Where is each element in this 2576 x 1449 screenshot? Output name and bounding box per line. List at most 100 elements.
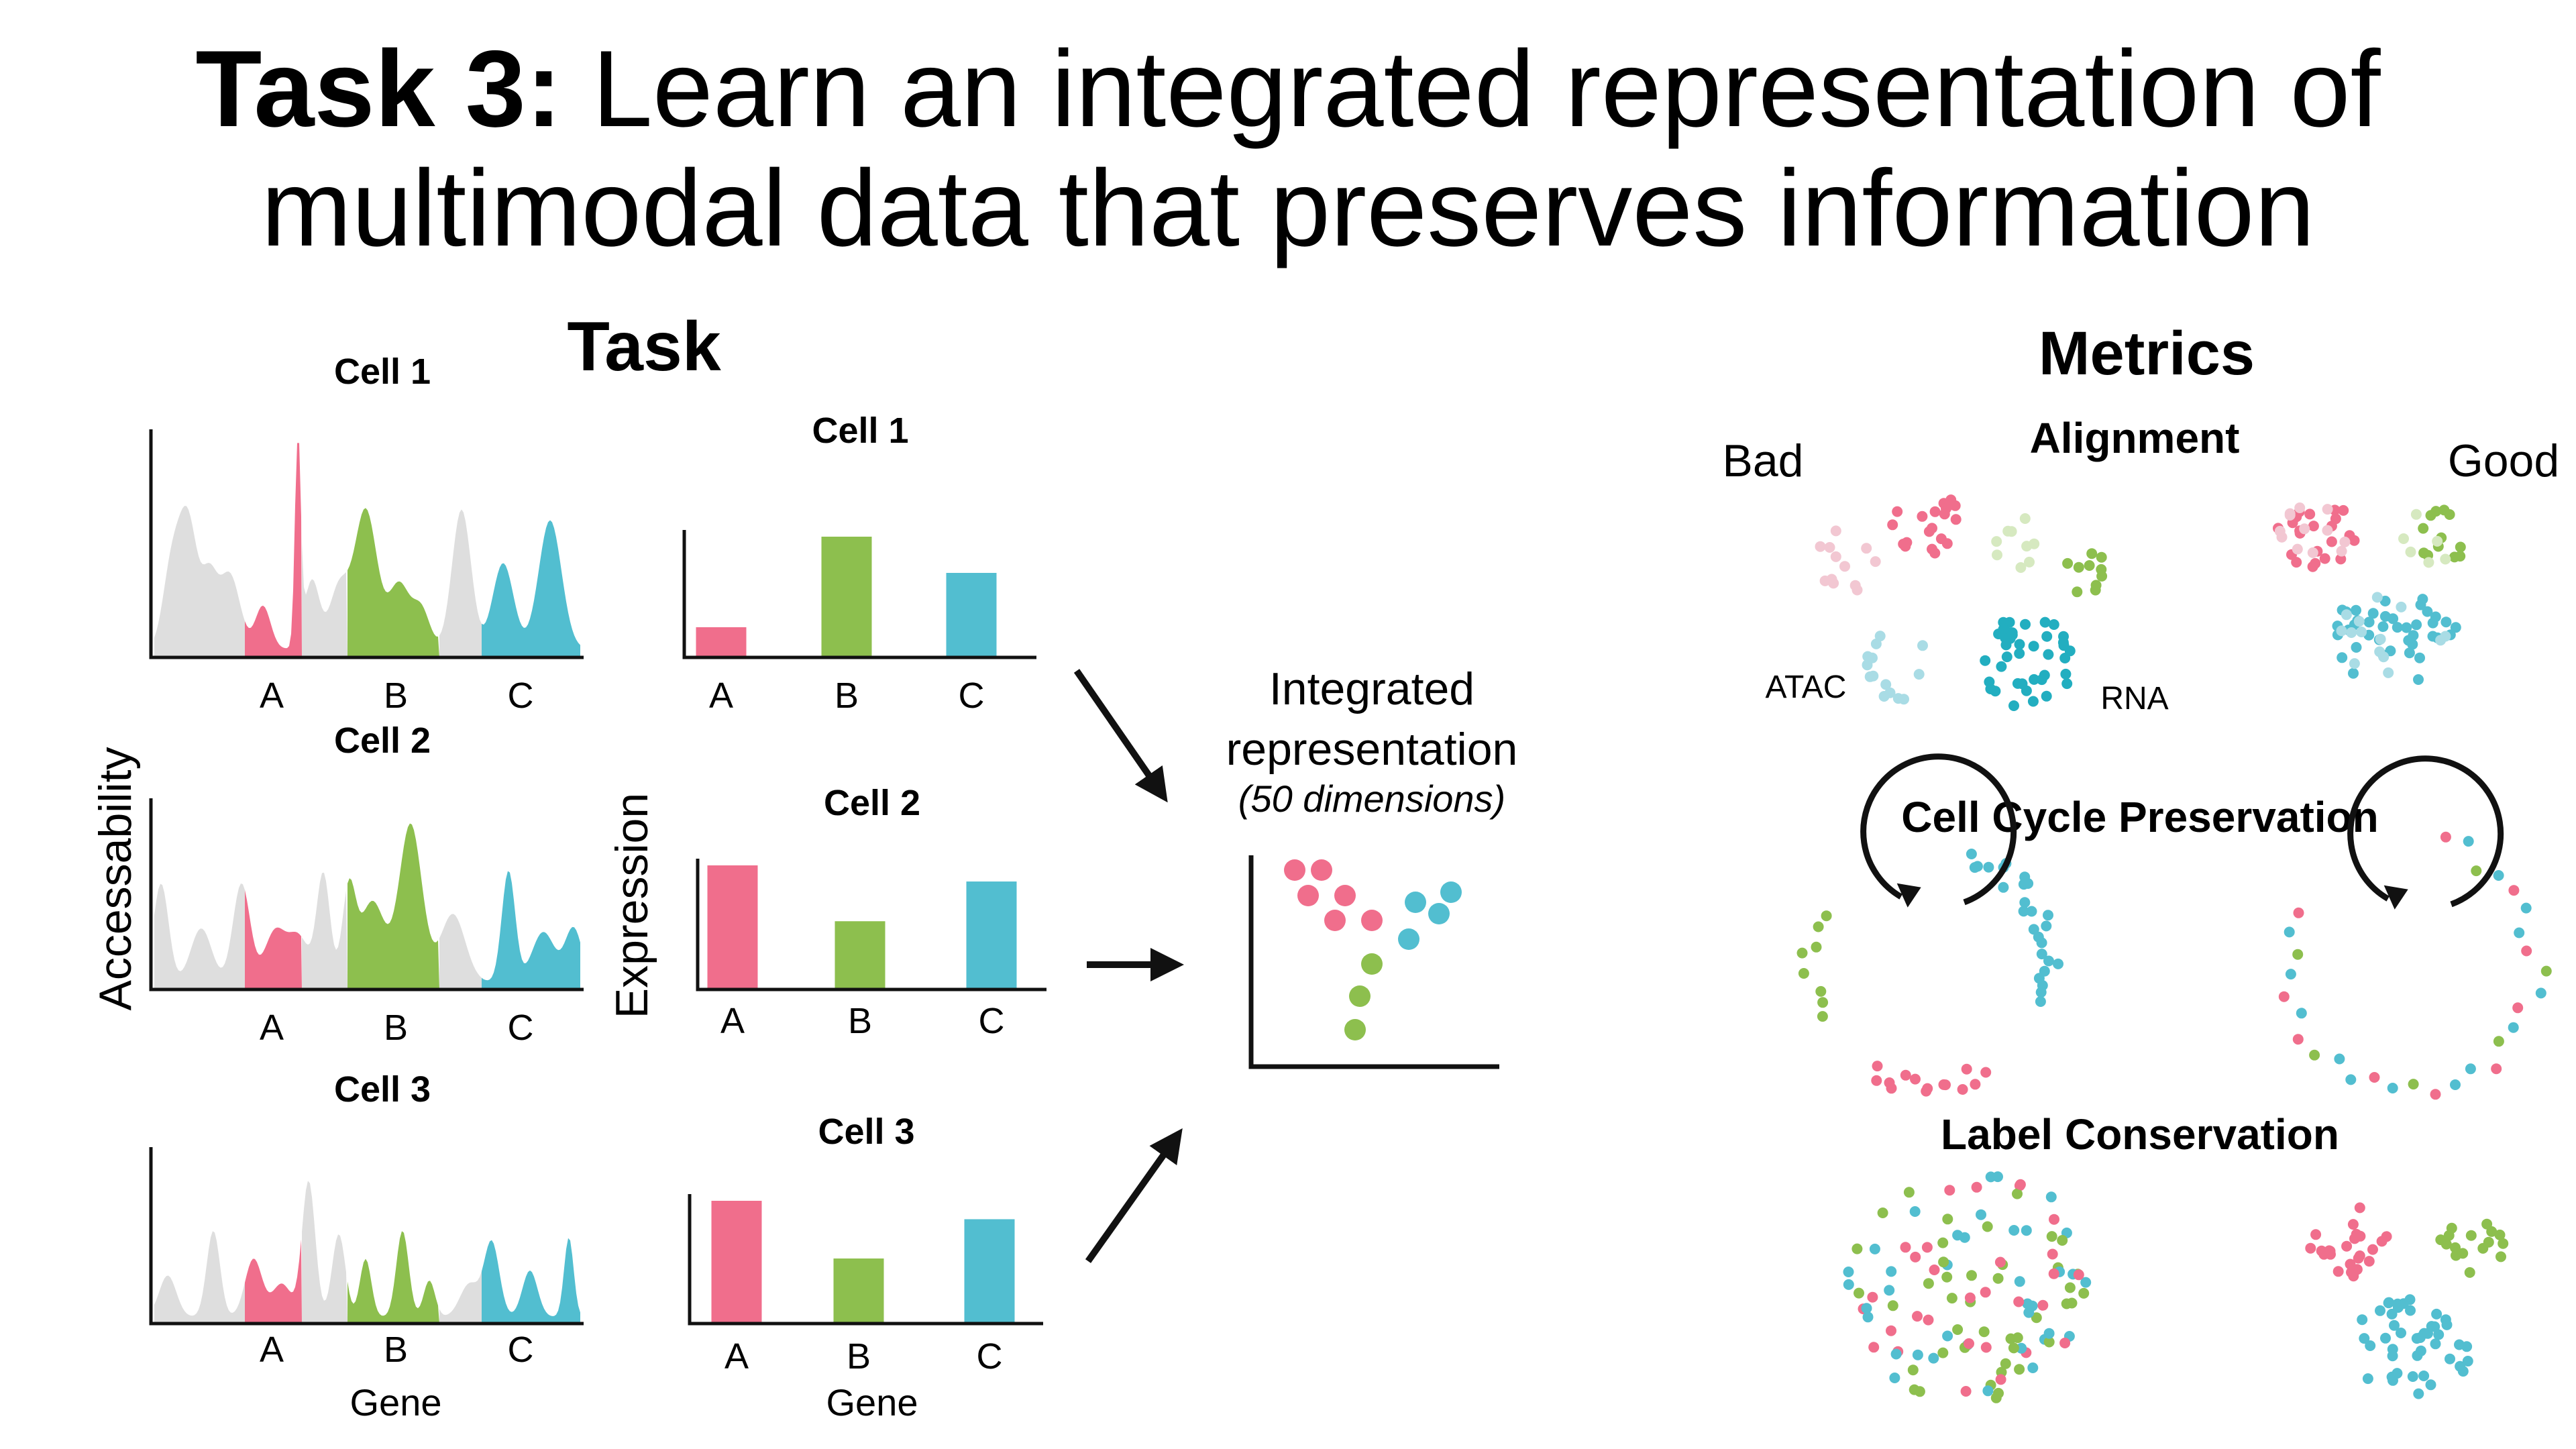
label-cell-dot [2462,1356,2473,1366]
rna-cell-dot [2073,561,2084,573]
expression-gene-label-A: A [720,1001,745,1041]
accessibility-gene-label-C: C [508,1330,534,1370]
cycle-cell-dot [2345,1074,2357,1085]
rna-cell-dot [1947,499,1958,511]
rna-cell-dot [2308,521,2319,532]
label-cell-dot [2049,1214,2059,1225]
accessibility-peak-2-4 [347,823,439,989]
accessibility-gene-label-A: A [260,1330,284,1370]
atac-cell-dot [2339,536,2351,547]
label-cell-dot [1869,1243,1880,1254]
rna-cell-dot [2020,619,2031,630]
rna-cell-dot [2363,616,2375,628]
label-cell-dot [2059,1338,2071,1348]
cycle-cell-dot [2512,1002,2524,1014]
label-cell-dot [1937,1347,1949,1358]
accessibility-charts: Cell 1 A B C Cell 2 A B C Cell 3 A B C [149,352,584,1370]
rna-cell-dot [2413,674,2424,685]
cycle-cell-dot [2465,1063,2476,1075]
accessibility-peak-1-5 [439,509,482,657]
label-cell-dot [2310,1229,2322,1240]
label-cell-dot [1966,1270,1977,1281]
rna-cell-dot [2096,570,2108,582]
atac-cell-dot [2396,601,2407,612]
accessibility-peak-1-1 [154,506,245,657]
rna-cell-dot [2415,599,2426,610]
label-cell-dot [2494,1229,2506,1240]
label-cell-dot [2064,1282,2076,1293]
atac-cell-dot [1849,580,1861,591]
label-cell-dot [1938,1256,1949,1268]
rna-cell-dot [2039,616,2051,628]
rna-cell-dot [2041,631,2053,642]
label-cell-dot [2383,1297,2394,1309]
accessibility-peak-2-6 [482,871,580,989]
rna-cell-dot [1929,506,1941,517]
label-cell-dot [2431,1308,2443,1320]
atac-cell-dot [2276,531,2288,543]
rna-cell-dot [2029,674,2040,685]
atac-cell-dot [1913,669,1925,680]
label-cell-dot [2305,1242,2316,1254]
cycle-cell-dot [2450,1079,2461,1090]
label-cell-dot [2043,1336,2055,1348]
cycle-cell-dot [1910,1073,1921,1085]
label-cell-dot [2357,1314,2368,1326]
integrated-plot-axes [1248,855,1499,1069]
label-cell-dot [1868,1342,1880,1353]
cycle-cell-dot [2035,987,2047,998]
rna-cell-dot [2401,622,2412,633]
label-cell-dot [1942,1330,1953,1342]
accessibility-peak-2-2 [245,890,302,989]
label-cell-dot [2445,1353,2455,1364]
label-cell-dot [2027,1300,2038,1311]
expression-bar-2-B [835,921,885,989]
rna-cell-dot [2004,616,2015,628]
integrated-point [1405,892,1426,913]
atac-cell-dot [2294,502,2306,513]
rna-cell-dot [2059,653,2071,663]
label-cell-dot [2353,1252,2364,1264]
label-cell-dot [1886,1266,1897,1277]
expression-bar-3-B [833,1258,884,1324]
expression-bar-1-A [696,627,747,657]
rna-cell-dot [2338,504,2349,516]
rna-cell-dot [2072,586,2083,598]
rna-cell-dot [1901,537,1913,548]
rna-cell-dot [2348,667,2359,679]
atac-cell-dot [2299,523,2310,535]
rna-cell-dot [2304,508,2316,520]
label-cell-dot [2027,1362,2039,1373]
atac-cell-dot [2423,557,2434,568]
label-cell-dot [1851,1243,1863,1254]
rna-cell-dot [2408,630,2419,641]
label-cell-dot [1976,1209,1986,1220]
label-cell-dot [1952,1324,1964,1335]
cycle-cell-dot [2043,910,2053,921]
cycle-cell-dot [2440,831,2451,843]
rna-cell-dot [2048,619,2059,630]
atac-cell-dot [2322,525,2333,536]
rna-cell-dot [2006,629,2018,641]
expression-bar-1-B [821,537,872,657]
rna-cell-dot [2351,604,2361,616]
atac-cell-dot [1992,549,2002,561]
rna-cell-dot [2326,536,2337,547]
cycle-cell-dot [1871,1075,1882,1086]
label-cell-dot [1877,1208,1888,1218]
accessibility-axes-3 [149,1147,584,1326]
label-cell-dot [2012,1188,2023,1199]
atac-cell-dot [1819,575,1831,586]
rna-cell-dot [2001,651,2012,663]
label-cell-dot [1952,1230,1964,1241]
rna-cell-dot [2449,551,2460,563]
rna-cell-dot [1917,511,1928,522]
expression-gene-label-C: C [979,1001,1005,1041]
cycle-arrow-good [2347,755,2504,908]
cycle-cell-dot [1983,861,1994,873]
alignment-metric-label: Alignment [2030,414,2240,462]
atac-cell-dot [1898,694,1909,705]
label-cell-dot [2073,1269,2084,1281]
cycle-cell-dot [1821,910,1832,922]
label-cell-dot [2332,1266,2344,1277]
